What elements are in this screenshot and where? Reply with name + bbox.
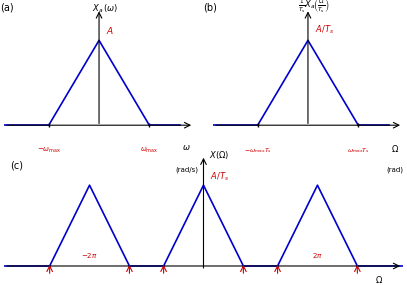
Text: $A$: $A$ (106, 25, 114, 36)
Text: $X_a\,(\omega)$: $X_a\,(\omega)$ (92, 2, 118, 15)
Text: $X(\Omega)$: $X(\Omega)$ (209, 149, 230, 161)
Text: (a): (a) (0, 2, 14, 12)
Text: $\Omega$: $\Omega$ (391, 143, 399, 154)
Text: $\omega$: $\omega$ (182, 143, 191, 152)
Text: (rad/s): (rad/s) (175, 166, 198, 172)
Text: $\frac{1}{T_s}X_a\!\left(\frac{\Omega}{T_s}\right)$: $\frac{1}{T_s}X_a\!\left(\frac{\Omega}{T… (298, 0, 329, 15)
Text: $\omega_{\max}$: $\omega_{\max}$ (140, 146, 158, 155)
Text: (b): (b) (204, 2, 217, 12)
Text: $-\omega_{\max}$: $-\omega_{\max}$ (37, 146, 61, 155)
Text: $-\omega_{\max}T_s$: $-\omega_{\max}T_s$ (244, 146, 272, 155)
Text: $A/T_s$: $A/T_s$ (315, 24, 334, 36)
Text: $A/T_s$: $A/T_s$ (210, 171, 230, 183)
Text: $\omega_{\max}T_s$: $\omega_{\max}T_s$ (347, 146, 370, 155)
Text: $-2\pi$: $-2\pi$ (81, 251, 98, 260)
Text: (c): (c) (10, 160, 23, 170)
Text: (rad): (rad) (387, 166, 404, 172)
Text: $2\pi$: $2\pi$ (312, 251, 323, 260)
Text: $\Omega$: $\Omega$ (375, 274, 383, 285)
